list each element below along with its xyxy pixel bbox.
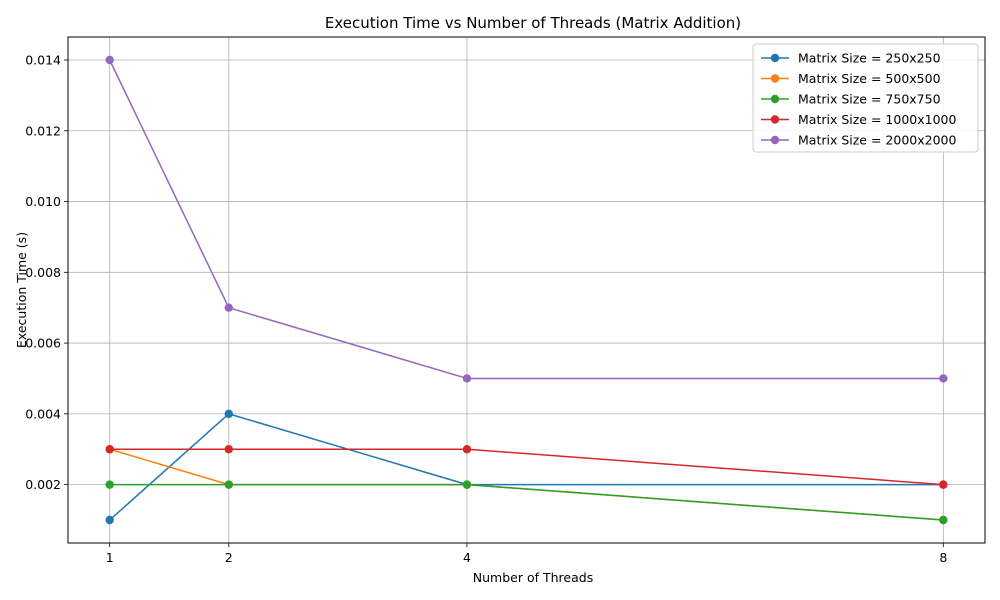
- legend-label: Matrix Size = 2000x2000: [798, 133, 956, 148]
- data-point: [462, 480, 472, 489]
- legend-swatch-marker: [770, 74, 780, 83]
- legend-item: Matrix Size = 500x500: [761, 71, 941, 86]
- legend-item: Matrix Size = 1000x1000: [761, 112, 956, 127]
- data-point: [939, 374, 948, 383]
- data-point: [939, 515, 948, 525]
- data-point: [224, 409, 233, 419]
- y-tick-label: 0.002: [25, 477, 61, 492]
- data-point: [105, 445, 114, 454]
- legend-swatch-marker: [770, 135, 780, 145]
- x-axis-ticks: 1 2 4 8: [106, 543, 947, 565]
- data-point: [224, 480, 233, 489]
- y-tick-label: 0.012: [25, 123, 61, 138]
- y-axis-ticks: 0.002 0.004 0.006 0.008 0.010 0.012 0.014: [25, 53, 68, 492]
- series-line: [109, 483, 944, 521]
- legend-swatch-marker: [770, 53, 780, 63]
- series-line: [109, 448, 944, 486]
- x-tick-label: 1: [106, 550, 114, 565]
- series-lines: [105, 55, 948, 525]
- legend-item: Matrix Size = 750x750: [761, 92, 941, 107]
- data-point: [224, 303, 233, 312]
- legend-label: Matrix Size = 250x250: [798, 51, 941, 66]
- series-5: [105, 55, 948, 383]
- data-point: [224, 445, 233, 454]
- series-4: [105, 445, 948, 489]
- legend: Matrix Size = 250x250 Matrix Size = 500x5…: [752, 43, 979, 153]
- data-point: [462, 374, 472, 383]
- y-tick-label: 0.004: [25, 406, 61, 421]
- data-point: [105, 480, 114, 489]
- data-point: [462, 445, 472, 454]
- series-3: [105, 480, 948, 525]
- legend-item: Matrix Size = 2000x2000: [761, 133, 956, 148]
- data-point: [105, 515, 114, 525]
- legend-label: Matrix Size = 500x500: [798, 71, 941, 86]
- chart-title: Execution Time vs Number of Threads (Mat…: [325, 14, 741, 32]
- y-tick-label: 0.006: [25, 336, 61, 351]
- x-tick-label: 4: [463, 550, 471, 565]
- plot-frame: [67, 36, 986, 544]
- legend-swatch-marker: [770, 94, 780, 104]
- y-tick-label: 0.008: [25, 265, 61, 280]
- data-point: [939, 480, 948, 489]
- x-tick-label: 8: [939, 550, 947, 565]
- series-line: [109, 59, 944, 380]
- legend-item: Matrix Size = 250x250: [761, 51, 941, 66]
- legend-label: Matrix Size = 1000x1000: [798, 112, 956, 127]
- y-tick-label: 0.014: [25, 53, 61, 68]
- legend-box: [752, 43, 979, 153]
- x-axis-label: Number of Threads: [473, 570, 593, 585]
- data-point: [105, 55, 114, 65]
- y-axis-label: Execution Time (s): [14, 232, 29, 348]
- y-tick-label: 0.010: [25, 194, 61, 209]
- x-tick-label: 2: [225, 550, 233, 565]
- legend-label: Matrix Size = 750x750: [798, 92, 941, 107]
- legend-swatch-marker: [770, 115, 780, 124]
